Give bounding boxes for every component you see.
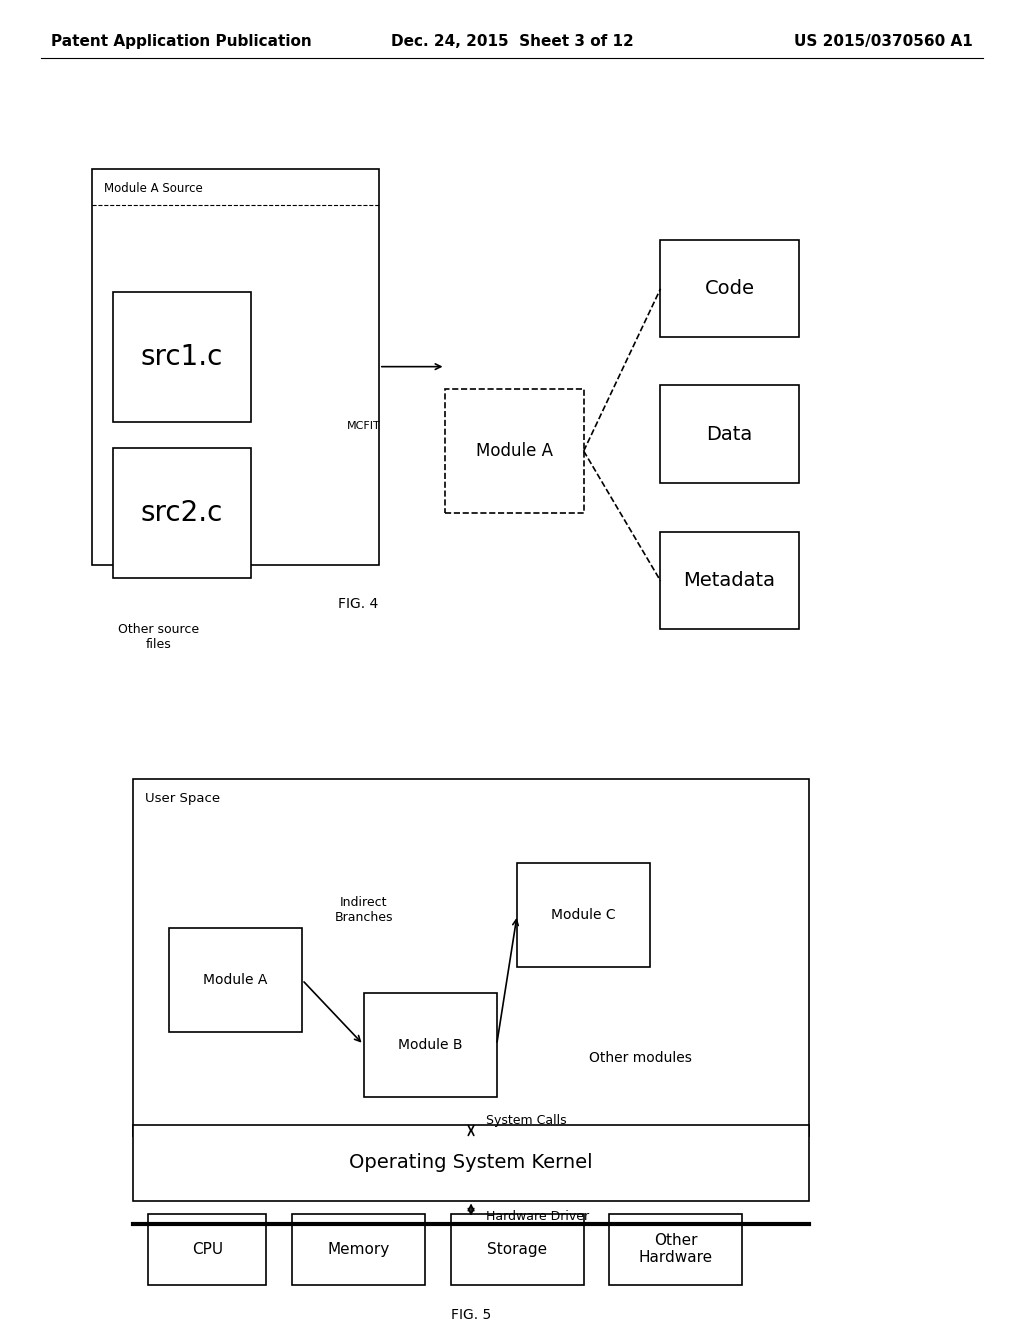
Text: US 2015/0370560 A1: US 2015/0370560 A1 — [794, 34, 973, 49]
FancyBboxPatch shape — [133, 1125, 809, 1200]
FancyBboxPatch shape — [169, 928, 302, 1032]
Text: FIG. 5: FIG. 5 — [451, 1308, 492, 1320]
Text: Code: Code — [705, 280, 755, 298]
FancyBboxPatch shape — [517, 863, 650, 968]
FancyBboxPatch shape — [445, 389, 584, 512]
FancyBboxPatch shape — [133, 779, 809, 1135]
Text: Operating System Kernel: Operating System Kernel — [349, 1154, 593, 1172]
Text: FIG. 4: FIG. 4 — [338, 597, 379, 611]
Text: Other
Hardware: Other Hardware — [639, 1233, 713, 1266]
Text: System Calls: System Calls — [486, 1114, 567, 1126]
Text: Memory: Memory — [328, 1242, 389, 1257]
Text: Storage: Storage — [487, 1242, 547, 1257]
Text: Indirect
Branches: Indirect Branches — [334, 895, 393, 924]
FancyBboxPatch shape — [660, 532, 799, 630]
Text: Hardware Driver: Hardware Driver — [486, 1209, 590, 1222]
FancyBboxPatch shape — [113, 447, 251, 578]
Text: Dec. 24, 2015  Sheet 3 of 12: Dec. 24, 2015 Sheet 3 of 12 — [390, 34, 634, 49]
FancyBboxPatch shape — [451, 1213, 584, 1284]
Text: Metadata: Metadata — [684, 572, 775, 590]
FancyBboxPatch shape — [92, 169, 379, 565]
Text: Data: Data — [707, 425, 753, 444]
FancyBboxPatch shape — [660, 385, 799, 483]
Text: src1.c: src1.c — [140, 343, 223, 371]
Text: Other source
files: Other source files — [118, 623, 200, 651]
Text: Patent Application Publication: Patent Application Publication — [51, 34, 312, 49]
FancyBboxPatch shape — [364, 993, 497, 1097]
Text: Module A: Module A — [476, 442, 553, 459]
Text: Module A Source: Module A Source — [104, 182, 203, 195]
Text: Module B: Module B — [398, 1038, 462, 1052]
Text: src2.c: src2.c — [140, 499, 223, 527]
FancyBboxPatch shape — [609, 1213, 742, 1284]
Text: Module A: Module A — [204, 973, 267, 987]
Text: CPU: CPU — [191, 1242, 223, 1257]
FancyBboxPatch shape — [292, 1213, 425, 1284]
Text: Other modules: Other modules — [589, 1051, 691, 1065]
Text: User Space: User Space — [145, 792, 220, 805]
FancyBboxPatch shape — [148, 1213, 266, 1284]
FancyBboxPatch shape — [113, 292, 251, 422]
Text: Module C: Module C — [551, 908, 616, 921]
FancyBboxPatch shape — [660, 240, 799, 338]
Text: MCFIT: MCFIT — [347, 421, 380, 430]
